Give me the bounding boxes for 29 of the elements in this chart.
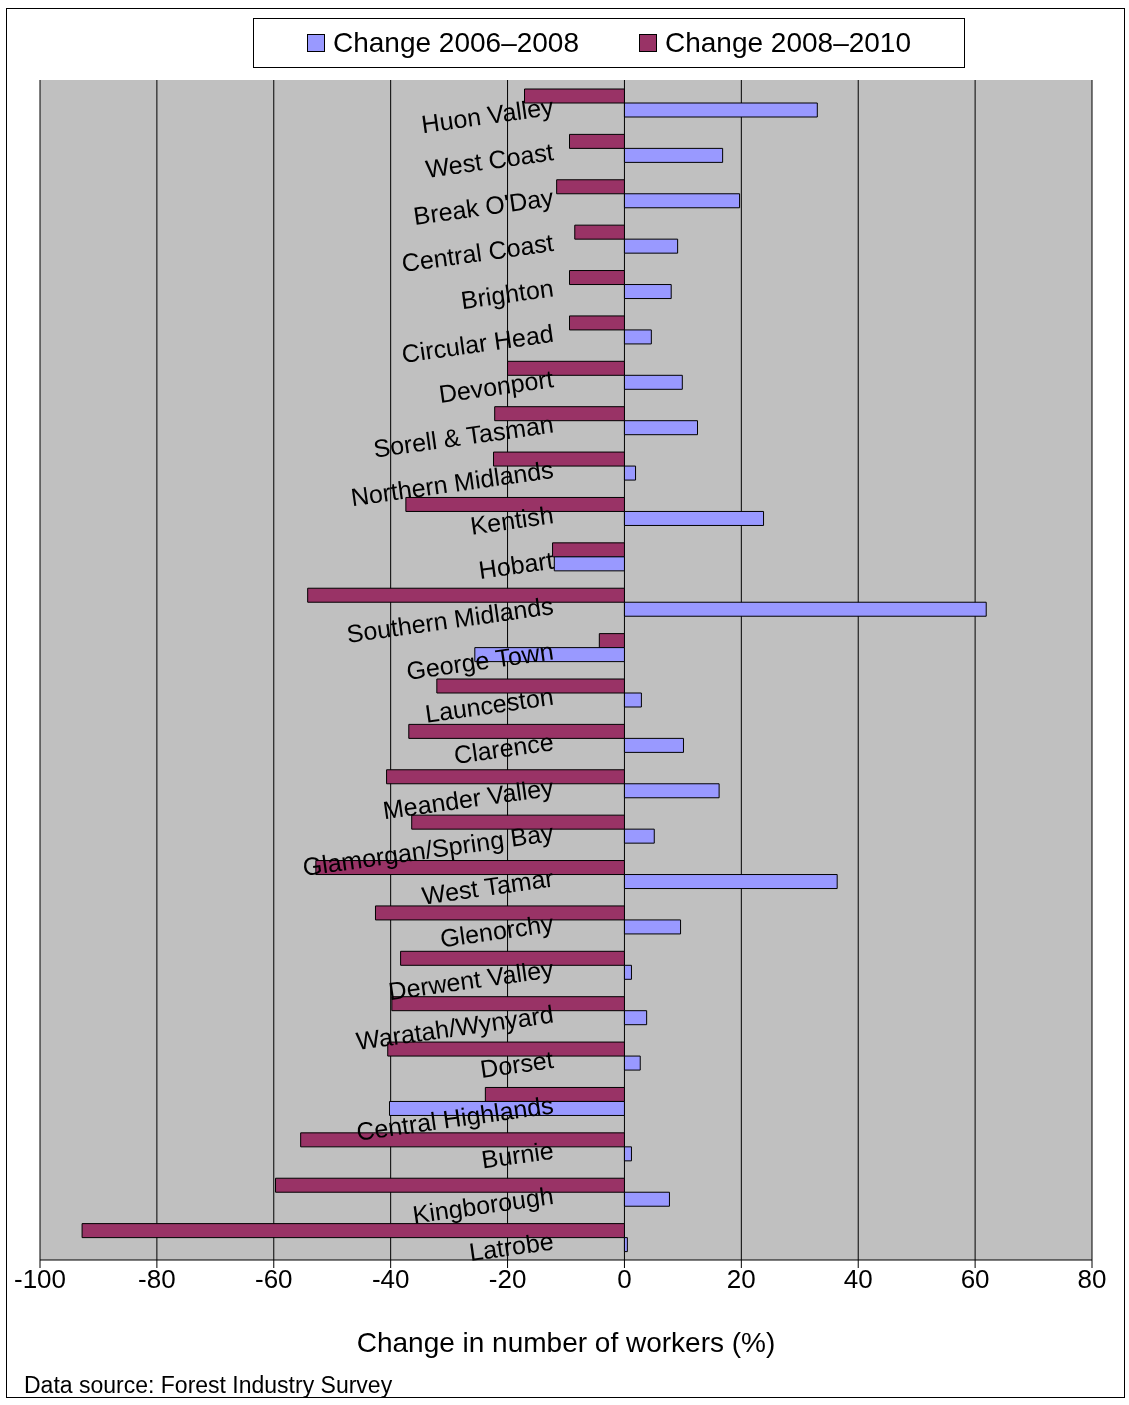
x-tick-label: 20	[726, 1264, 756, 1295]
y-tick-label: Glenorchy	[438, 908, 556, 953]
x-tick-label: 80	[1077, 1264, 1107, 1295]
x-tick-label: -80	[138, 1264, 176, 1295]
y-tick-label: Break O'Day	[411, 182, 556, 231]
x-tick-label: -40	[371, 1264, 410, 1295]
x-tick-label: 40	[843, 1264, 873, 1295]
y-tick-label: Kingborough	[410, 1181, 556, 1229]
y-tick-label: Sorell & Tasman	[371, 409, 556, 463]
source-note: Data source: Forest Industry Survey	[24, 1372, 393, 1399]
x-axis-title: Change in number of workers (%)	[356, 1327, 776, 1358]
y-tick-label: Meander Valley	[381, 772, 556, 825]
x-tick-label: -60	[254, 1264, 293, 1295]
legend-label: Change 2008–2010	[665, 27, 912, 59]
y-tick-label: West Tamar	[420, 863, 556, 910]
legend-label: Change 2006–2008	[332, 27, 579, 59]
x-tick-label: -20	[488, 1264, 527, 1295]
y-tick-label: Latrobe	[467, 1226, 556, 1267]
y-tick-label: Hobart	[476, 545, 556, 584]
x-tick-label: 0	[617, 1264, 632, 1295]
y-tick-label: Derwent Valley	[386, 954, 556, 1006]
y-tick-label: Kentish	[468, 500, 556, 540]
y-tick-label: Huon Valley	[419, 91, 556, 139]
x-tick-label: -100	[13, 1264, 67, 1295]
y-tick-label: Burnie	[479, 1135, 556, 1174]
y-tick-label: West Coast	[423, 137, 556, 183]
x-tick-label: 60	[960, 1264, 990, 1295]
y-tick-label: Dorset	[478, 1044, 556, 1083]
y-tick-label: Clarence	[452, 727, 556, 769]
